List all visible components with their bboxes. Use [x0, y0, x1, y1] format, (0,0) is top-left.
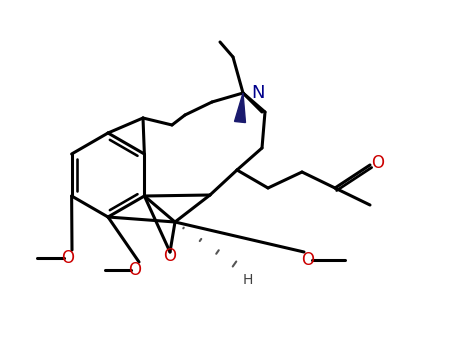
Text: O: O: [61, 249, 75, 267]
Text: O: O: [302, 251, 314, 269]
Text: O: O: [371, 154, 384, 172]
Text: N: N: [251, 84, 264, 102]
Polygon shape: [234, 93, 245, 122]
Text: O: O: [128, 261, 142, 279]
Text: H: H: [243, 273, 253, 287]
Text: O: O: [163, 247, 177, 265]
